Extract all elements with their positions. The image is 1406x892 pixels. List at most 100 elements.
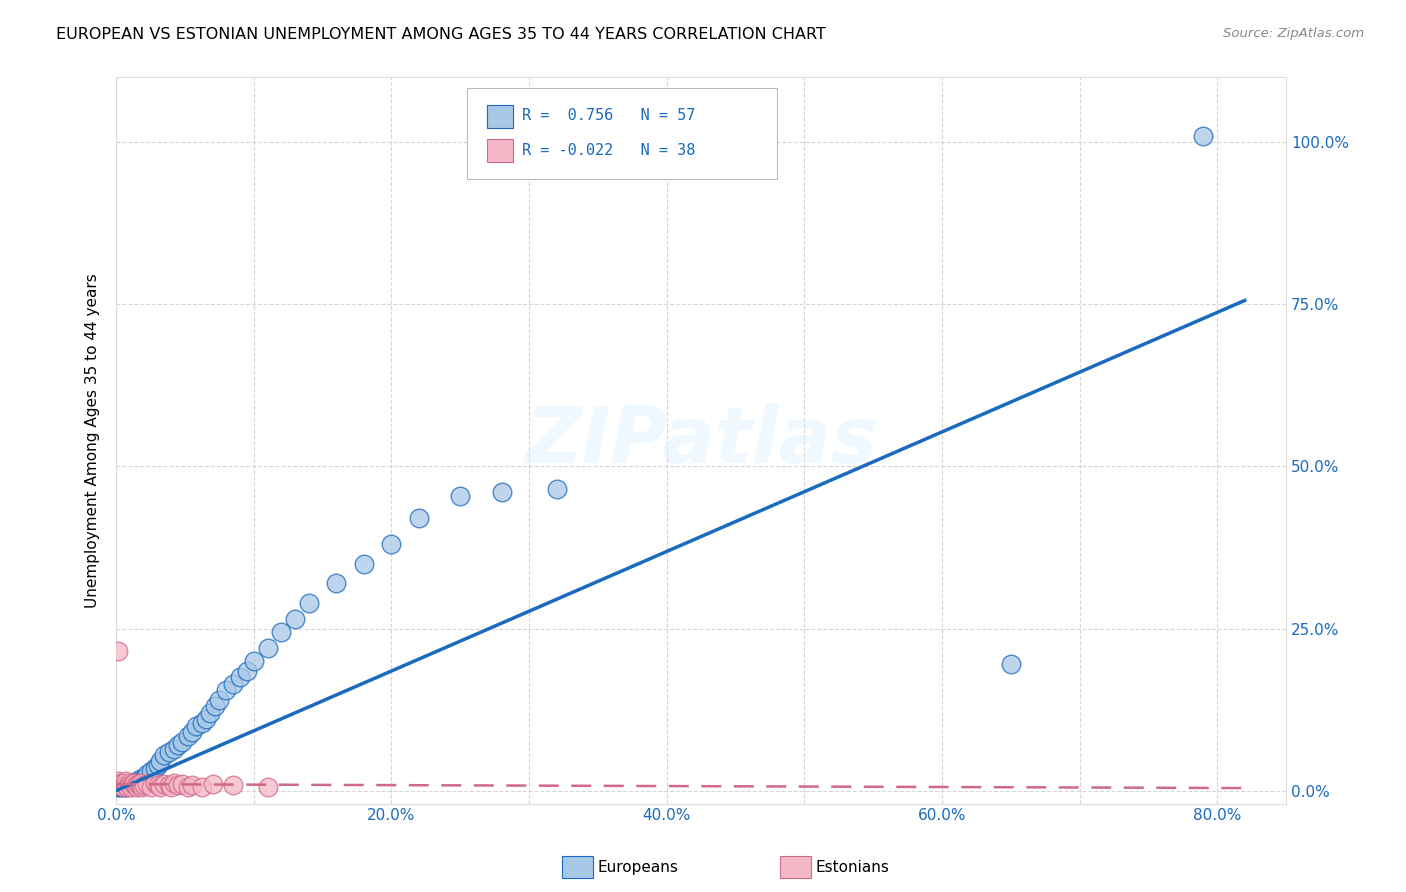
Point <box>112 780 135 795</box>
Point <box>129 773 152 788</box>
Point <box>111 776 134 790</box>
Point <box>127 775 149 789</box>
Bar <box>486 105 513 128</box>
Text: R = -0.022   N = 38: R = -0.022 N = 38 <box>522 144 696 158</box>
Point <box>118 776 141 790</box>
Point <box>229 670 252 684</box>
Point <box>122 776 145 790</box>
Point <box>129 776 152 790</box>
Point <box>122 776 145 790</box>
Point <box>111 779 134 793</box>
Point <box>115 780 138 794</box>
Point <box>124 777 146 791</box>
Text: EUROPEAN VS ESTONIAN UNEMPLOYMENT AMONG AGES 35 TO 44 YEARS CORRELATION CHART: EUROPEAN VS ESTONIAN UNEMPLOYMENT AMONG … <box>56 27 827 42</box>
Point <box>135 777 157 791</box>
Point <box>117 778 139 792</box>
Point <box>108 779 131 793</box>
Point <box>172 777 194 791</box>
Point <box>380 537 402 551</box>
Point <box>177 729 200 743</box>
Point <box>325 576 347 591</box>
Text: Estonians: Estonians <box>815 860 890 874</box>
Point <box>172 735 194 749</box>
Point <box>121 778 143 792</box>
Point <box>107 773 129 788</box>
Point <box>125 773 148 788</box>
Point <box>284 612 307 626</box>
Text: ZIPatlas: ZIPatlas <box>524 402 877 478</box>
Point <box>117 780 139 794</box>
Point <box>149 780 172 794</box>
Point <box>256 780 278 794</box>
Point <box>163 741 186 756</box>
Point <box>125 780 148 794</box>
Point <box>110 780 132 794</box>
Point <box>157 779 180 793</box>
Point <box>132 771 155 785</box>
Point <box>107 780 129 795</box>
Point <box>115 779 138 793</box>
Point <box>194 712 217 726</box>
Point <box>146 757 169 772</box>
Point <box>163 776 186 790</box>
Point <box>112 780 135 794</box>
Point <box>110 776 132 790</box>
Point <box>118 779 141 793</box>
Point <box>298 596 321 610</box>
Text: R =  0.756   N = 57: R = 0.756 N = 57 <box>522 109 696 123</box>
Point <box>181 725 204 739</box>
Point <box>204 699 226 714</box>
Point <box>181 779 204 793</box>
Point <box>128 772 150 786</box>
Point <box>167 738 190 752</box>
Y-axis label: Unemployment Among Ages 35 to 44 years: Unemployment Among Ages 35 to 44 years <box>86 273 100 608</box>
Point <box>256 640 278 655</box>
Point <box>127 777 149 791</box>
Point <box>160 780 183 794</box>
Point <box>135 767 157 781</box>
Point <box>157 745 180 759</box>
Point <box>108 777 131 791</box>
Point <box>408 511 430 525</box>
Point <box>167 779 190 793</box>
Point <box>190 780 212 794</box>
Point <box>546 482 568 496</box>
Point <box>120 777 142 791</box>
Point <box>153 747 176 762</box>
Point <box>222 676 245 690</box>
Point <box>118 779 141 793</box>
Point <box>1192 128 1215 143</box>
Point <box>222 779 245 793</box>
Point <box>449 489 471 503</box>
Point <box>1000 657 1022 672</box>
Point <box>491 485 513 500</box>
Point <box>114 779 136 793</box>
Point <box>153 777 176 791</box>
Point <box>121 777 143 791</box>
Point <box>112 777 135 791</box>
Point <box>353 557 375 571</box>
Point <box>236 664 259 678</box>
Point <box>149 755 172 769</box>
Point <box>177 780 200 794</box>
Point <box>128 779 150 793</box>
Point <box>115 773 138 788</box>
Point <box>215 683 238 698</box>
Point <box>110 779 132 793</box>
Point <box>143 776 166 790</box>
FancyBboxPatch shape <box>467 88 778 179</box>
Point <box>132 779 155 793</box>
Point <box>198 706 221 720</box>
Point <box>143 761 166 775</box>
Point <box>107 644 129 658</box>
Point <box>139 764 162 779</box>
Point <box>208 693 231 707</box>
Point <box>131 780 153 794</box>
Text: Europeans: Europeans <box>598 860 679 874</box>
Point <box>124 779 146 793</box>
Point <box>190 715 212 730</box>
Text: Source: ZipAtlas.com: Source: ZipAtlas.com <box>1223 27 1364 40</box>
Point <box>139 780 162 794</box>
Point <box>201 777 224 791</box>
Point <box>243 654 266 668</box>
